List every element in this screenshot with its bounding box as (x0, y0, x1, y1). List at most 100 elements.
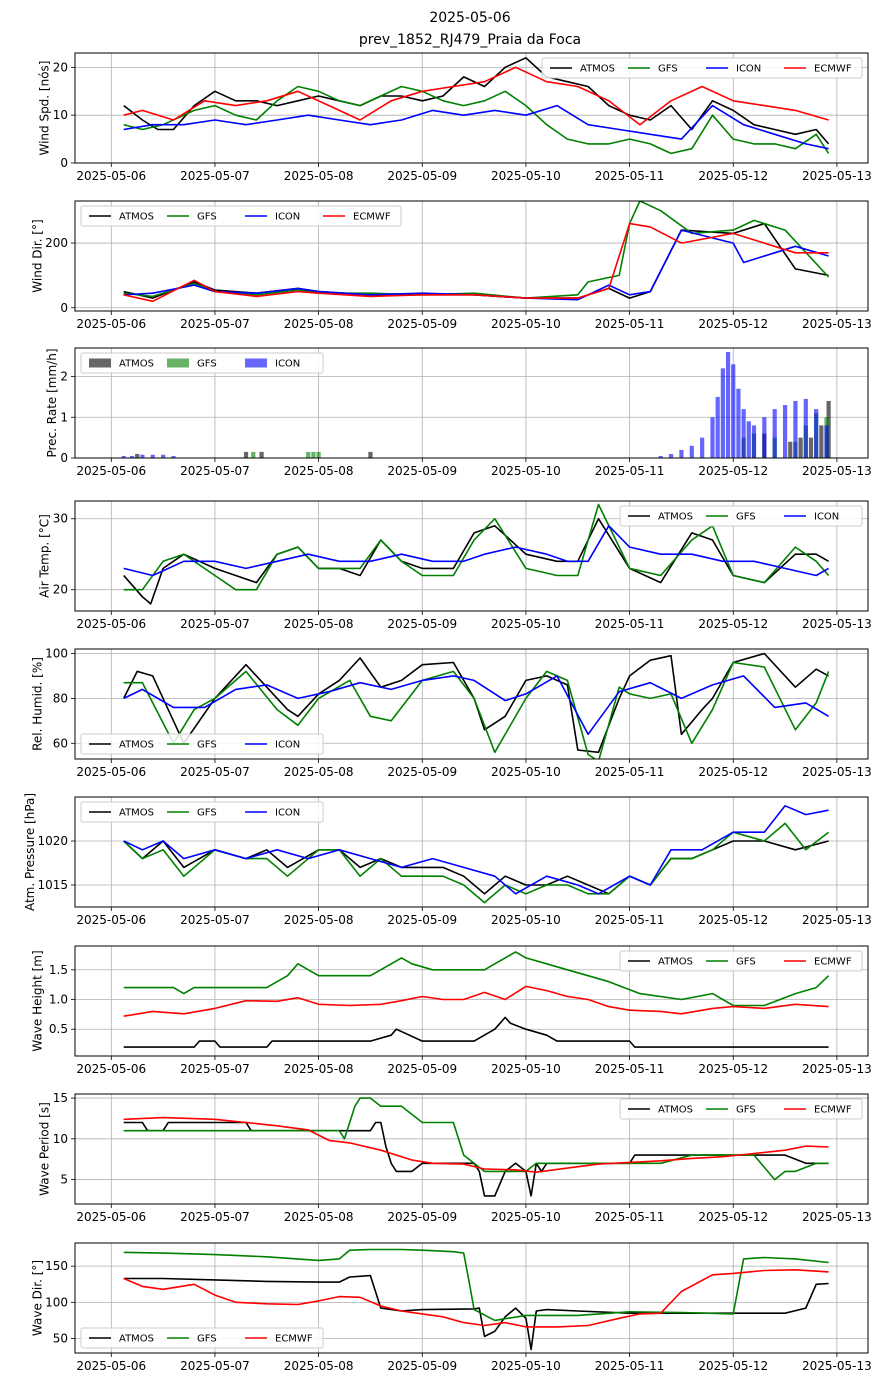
line-gfs (123, 661, 830, 759)
line-ecmwf (123, 1116, 829, 1173)
legend-label-gfs: GFS (197, 359, 217, 370)
x-tick-label: 2025-05-11 (595, 1210, 665, 1224)
x-tick-label: 2025-05-08 (284, 1359, 354, 1373)
x-tick-label: 2025-05-07 (180, 317, 250, 331)
x-tick-label: 2025-05-08 (284, 1210, 354, 1224)
legend: ATMOS GFS ICON (80, 733, 324, 755)
x-tick-label: 2025-05-13 (802, 765, 872, 779)
axes-frame (74, 796, 869, 908)
plot-area (123, 201, 830, 303)
legend: ATMOS GFS ICON ECMWF (541, 57, 863, 79)
legend-box (80, 801, 324, 823)
legend-box (541, 57, 863, 79)
legend-label-ecmwf: ECMWF (814, 957, 852, 968)
y-tick-label: 2 (60, 370, 68, 384)
legend-label-atmos: ATMOS (658, 957, 693, 968)
x-tick-label: 2025-05-10 (491, 169, 561, 183)
x-tick-label: 2025-05-10 (491, 1210, 561, 1224)
bar-atmos (135, 453, 140, 458)
legend-label-atmos: ATMOS (119, 1334, 154, 1345)
x-tick-label: 2025-05-08 (284, 913, 354, 927)
panel-4: 2025-05-06 2025-05-07 2025-05-08 2025-05-09… (38, 500, 872, 631)
x-tick-label: 2025-05-08 (284, 1062, 354, 1076)
bar-icon (121, 455, 126, 458)
bar-gfs (306, 451, 311, 458)
x-tick-label: 2025-05-06 (76, 765, 146, 779)
legend-label-gfs: GFS (197, 740, 217, 751)
legend-box (619, 1098, 863, 1120)
x-tick-label: 2025-05-09 (387, 169, 457, 183)
panel-3: 2025-05-06 2025-05-07 2025-05-08 2025-05-09… (45, 347, 872, 478)
y-tick-label: 10 (53, 108, 68, 122)
plot-area (123, 1248, 829, 1351)
y-axis-label: Wave Period [s] (38, 1102, 52, 1196)
x-tick-label: 2025-05-13 (802, 617, 872, 631)
bar-icon (668, 453, 674, 458)
bar-atmos (819, 425, 824, 458)
x-tick-label: 2025-05-10 (491, 1359, 561, 1373)
x-tick-label: 2025-05-09 (387, 317, 457, 331)
legend-label-atmos: ATMOS (119, 808, 154, 819)
bar-icon (715, 396, 720, 458)
legend: ATMOS GFS ECMWF (619, 1098, 863, 1120)
x-tick-label: 2025-05-10 (491, 464, 561, 478)
bar-icon (772, 409, 777, 458)
y-tick-label: 10 (53, 1132, 68, 1146)
bar-icon (658, 455, 663, 458)
legend: ATMOS GFS ECMWF (80, 1327, 324, 1349)
bar-atmos (788, 441, 793, 458)
y-tick-label: 200 (45, 236, 68, 250)
line-atmos (123, 1016, 829, 1048)
y-tick-label: 100 (45, 1295, 68, 1309)
y-axis-label: Wind Dir. [°] (30, 219, 44, 292)
legend-swatch-gfs (167, 358, 189, 368)
y-tick-label: 20 (53, 583, 68, 597)
y-tick-label: 50 (53, 1332, 68, 1346)
legend: ATMOS GFS ECMWF (619, 950, 863, 972)
legend-label-ecmwf: ECMWF (275, 1334, 313, 1345)
y-axis-label: Air Temp. [°C] (38, 514, 52, 598)
line-atmos (123, 57, 830, 145)
legend-label-atmos: ATMOS (658, 1105, 693, 1116)
y-tick-label: 150 (45, 1259, 68, 1273)
x-tick-label: 2025-05-13 (802, 1210, 872, 1224)
plot-area (122, 652, 830, 759)
bar-icon (751, 425, 757, 458)
legend-label-atmos: ATMOS (658, 512, 693, 523)
x-tick-label: 2025-05-10 (491, 617, 561, 631)
bar-icon (731, 364, 736, 458)
x-tick-label: 2025-05-09 (387, 1062, 457, 1076)
line-gfs (123, 822, 830, 904)
axes-frame (74, 1242, 869, 1354)
axes-frame (74, 347, 869, 459)
bar-icon (689, 445, 694, 458)
x-tick-label: 2025-05-06 (76, 1062, 146, 1076)
x-tick-label: 2025-05-07 (180, 765, 250, 779)
y-axis-label: Wind Spd. [nós] (38, 60, 52, 155)
legend-box (80, 1327, 324, 1349)
bar-icon (782, 405, 788, 458)
legend-label-icon: ICON (275, 212, 300, 223)
legend-label-icon: ICON (275, 808, 300, 819)
y-tick-label: 0 (60, 451, 68, 465)
legend-label-icon: ICON (275, 740, 300, 751)
line-gfs (123, 1248, 829, 1322)
y-axis-label: Atm. Pressure [hPa] (23, 793, 37, 911)
y-tick-label: 0 (60, 156, 68, 170)
legend-box (619, 950, 863, 972)
bar-icon (793, 400, 798, 458)
x-tick-label: 2025-05-10 (491, 913, 561, 927)
x-tick-label: 2025-05-12 (698, 317, 768, 331)
line-atmos (123, 840, 829, 895)
chart-panels: 2025-05-06 2025-05-07 2025-05-08 2025-05-09… (23, 52, 872, 1373)
x-tick-label: 2025-05-08 (284, 464, 354, 478)
x-tick-label: 2025-05-07 (180, 169, 250, 183)
axes-frame (74, 200, 869, 312)
y-tick-label: 1 (60, 410, 68, 424)
y-tick-label: 15 (53, 1091, 68, 1105)
axes-frame (74, 1093, 869, 1205)
bar-icon (824, 425, 829, 458)
y-tick-label: 1020 (37, 834, 68, 848)
x-tick-label: 2025-05-13 (802, 169, 872, 183)
